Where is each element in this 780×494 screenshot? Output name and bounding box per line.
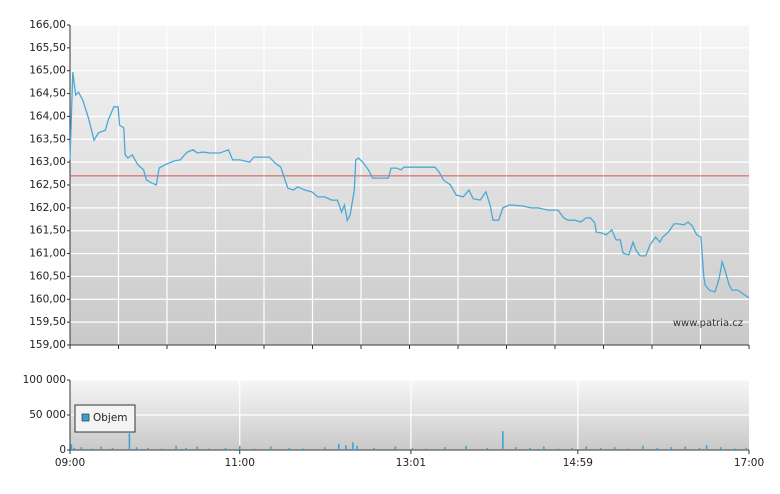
legend-swatch (81, 413, 90, 422)
volume-bar (239, 445, 241, 450)
volume-bar (642, 445, 644, 450)
volume-bar (557, 448, 559, 450)
x-tick-label: 17:00 (734, 457, 764, 469)
volume-bar (698, 447, 701, 450)
volume-bar (705, 445, 708, 450)
volume-bar (411, 447, 414, 450)
volume-bar (111, 447, 114, 450)
y-tick-label: 164,00 (29, 110, 66, 122)
volume-bar (352, 442, 354, 450)
volume-bar (628, 448, 630, 450)
y-tick-label: 165,00 (29, 65, 66, 77)
y-tick-label: 161,00 (29, 248, 66, 260)
volume-bar (270, 446, 272, 450)
volume-bar (100, 446, 102, 450)
volume-bar (161, 448, 163, 450)
y-tick-label: 161,50 (29, 225, 66, 237)
volume-bar (656, 447, 658, 450)
y-tick-label: 159,00 (29, 339, 66, 351)
volume-bar (288, 447, 291, 450)
y-tick-label: 160,00 (29, 293, 66, 305)
y-tick-label: 50 000 (29, 409, 66, 421)
volume-bar (670, 447, 672, 450)
y-tick-label: 160,50 (29, 270, 66, 282)
volume-bar (585, 446, 588, 450)
y-tick-label: 164,50 (29, 88, 66, 100)
volume-bar (338, 443, 340, 450)
volume-bar (175, 445, 177, 450)
volume-bar (196, 446, 199, 450)
volume-bar (465, 445, 467, 450)
volume-bar (486, 447, 489, 450)
x-tick-label: 14:59 (563, 457, 593, 469)
volume-bar (345, 445, 347, 450)
y-tick-label: 162,50 (29, 179, 66, 191)
y-tick-label: 159,50 (29, 316, 66, 328)
x-tick-label: 13:01 (396, 457, 426, 469)
volume-bar (147, 447, 149, 450)
volume-bar (571, 447, 573, 450)
y-tick-label: 163,00 (29, 156, 66, 168)
volume-bar (185, 447, 187, 450)
price-line (69, 72, 750, 299)
volume-bar (135, 447, 138, 450)
legend-label: Objem (93, 412, 128, 424)
volume-bar (684, 446, 687, 450)
volume-bar (323, 447, 326, 450)
volume-bar (425, 448, 428, 450)
y-tick-label: 163,50 (29, 133, 66, 145)
x-tick-label: 09:00 (55, 457, 85, 469)
volume-bar (253, 448, 255, 450)
y-tick-label: 165,50 (29, 42, 66, 54)
volume-bar (80, 447, 83, 450)
y-tick-label: 0 (59, 444, 66, 456)
volume-bar (90, 448, 92, 450)
volume-bar (444, 447, 446, 450)
volume-bar (373, 447, 375, 450)
volume-bar (734, 448, 736, 450)
volume-bar (719, 447, 722, 450)
volume-bar (224, 447, 227, 450)
volume-bar (745, 447, 747, 450)
volume-bar (543, 446, 545, 450)
watermark: www.patria.cz (673, 318, 743, 329)
x-tick-label: 11:00 (225, 457, 255, 469)
volume-bar (599, 447, 602, 450)
y-tick-label: 166,00 (29, 19, 66, 31)
volume-bar (302, 448, 305, 450)
volume-bar (356, 445, 358, 450)
volume-bar (128, 433, 131, 450)
y-tick-label: 162,00 (29, 202, 66, 214)
volume-bar (73, 447, 75, 450)
volume-bar (613, 447, 616, 450)
volume-bar (394, 446, 397, 450)
volume-bar (502, 431, 504, 450)
volume-bar (70, 444, 73, 450)
volume-bar (528, 447, 531, 450)
y-tick-label: 100 000 (23, 374, 66, 386)
volume-bar (514, 447, 517, 450)
volume-bar (207, 448, 210, 450)
